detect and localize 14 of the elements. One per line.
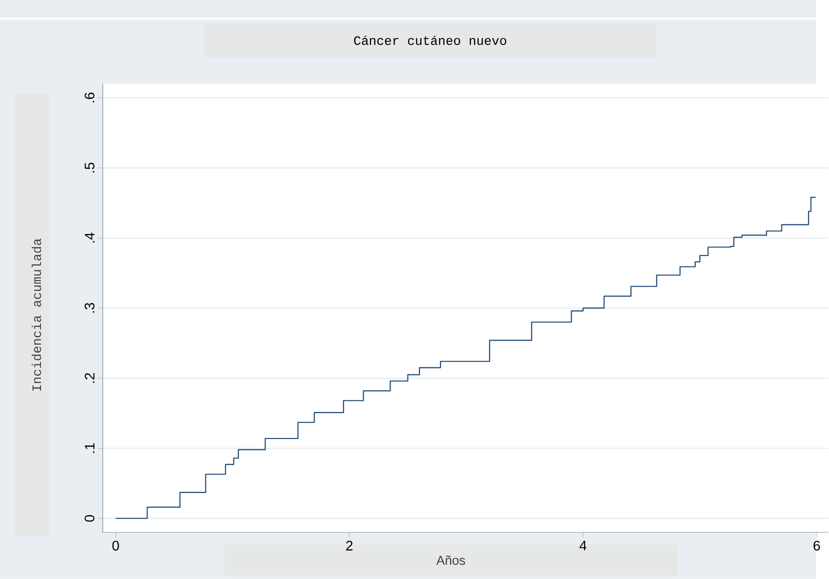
x-tick-label: 4	[580, 540, 586, 550]
y-axis-title: Incidencia acumulada	[32, 238, 42, 391]
chart-title: Cáncer cutáneo nuevo	[354, 36, 506, 46]
x-axis-title: Años	[436, 556, 466, 565]
x-tick-label: 0	[112, 540, 119, 551]
x-tick-label: 6	[814, 540, 820, 551]
y-tick-label: .1	[84, 443, 94, 453]
y-tick-label: .4	[84, 232, 94, 243]
x-tick-label: 2	[346, 540, 353, 550]
y-tick-label: 0	[84, 515, 94, 522]
y-tick-label: .6	[84, 92, 94, 102]
y-tick-label: .5	[84, 162, 94, 172]
y-tick-label: .3	[84, 303, 94, 313]
y-tick-label: .2	[84, 373, 94, 383]
